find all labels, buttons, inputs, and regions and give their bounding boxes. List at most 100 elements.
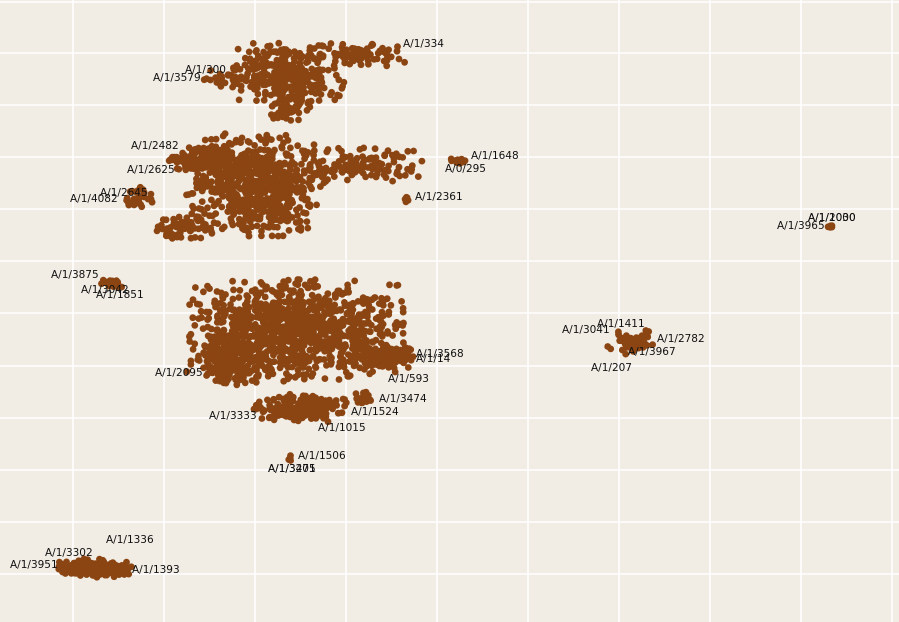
data-point-2338 (345, 373, 353, 380)
data-point-428 (216, 70, 224, 78)
data-point-153 (336, 92, 343, 100)
data-point-2424 (321, 331, 329, 339)
data-point-227 (254, 90, 262, 98)
data-point-2877 (207, 364, 215, 372)
data-point-1158 (271, 208, 279, 216)
data-point-2418 (347, 311, 354, 318)
data-point-2401 (285, 311, 292, 319)
data-point-2474 (344, 281, 351, 289)
data-point-420 (237, 73, 245, 81)
data-point-1740 (335, 376, 343, 383)
data-point-1105 (292, 167, 300, 175)
data-point-1182 (282, 216, 290, 224)
data-point-2415 (235, 294, 243, 301)
data-point-2507 (305, 365, 313, 373)
data-point-1402 (359, 169, 367, 177)
data-point-429 (229, 75, 237, 82)
data-point-3427 (644, 333, 652, 341)
data-point-2495 (392, 323, 400, 330)
data-point-3060 (292, 404, 300, 412)
data-point-2863 (202, 343, 209, 351)
data-point-2807 (213, 333, 220, 341)
point-label-33: A/1/3302 (45, 547, 93, 559)
data-point-2181 (256, 344, 264, 351)
data-point-489 (273, 99, 281, 107)
data-point-459 (262, 88, 269, 96)
data-point-778 (285, 227, 293, 234)
point-label-15: A/1/1851 (96, 289, 144, 301)
data-point-2209 (385, 311, 393, 318)
data-point-1397 (300, 167, 308, 175)
data-point-3078 (300, 396, 308, 404)
data-point-1860 (187, 330, 195, 338)
data-point-308 (315, 86, 322, 93)
data-point-2623 (358, 352, 366, 359)
data-point-1442 (335, 158, 343, 165)
data-point-1419 (332, 163, 340, 171)
data-point-1144 (302, 196, 309, 203)
data-point-2449 (350, 319, 357, 327)
data-point-2437 (314, 314, 322, 321)
point-label-26: A/1/1524 (351, 406, 399, 418)
data-point-3371 (129, 187, 136, 195)
data-point-1164 (250, 154, 258, 161)
data-point-1014 (188, 210, 196, 218)
data-point-2412 (269, 325, 276, 333)
point-labels: A/1/334A/1/300A/1/3579A/1/2482A/1/1648A/… (10, 38, 856, 576)
data-point-2115 (300, 298, 307, 306)
data-point-1373 (414, 173, 422, 181)
data-point-2579 (390, 364, 398, 372)
data-point-1016 (224, 177, 232, 185)
data-point-1408 (376, 166, 384, 173)
data-point-2126 (291, 373, 299, 381)
data-point-319 (325, 45, 333, 53)
data-point-1453 (183, 214, 191, 222)
data-point-1383 (322, 165, 330, 172)
data-point-2447 (328, 336, 336, 343)
data-point-3039 (250, 405, 258, 413)
data-point-1449 (410, 147, 417, 155)
data-point-1120 (208, 188, 216, 196)
data-point-2502 (333, 328, 341, 336)
data-point-370 (365, 60, 372, 68)
data-point-115 (260, 96, 268, 104)
data-point-3076 (267, 406, 275, 414)
data-point-1162 (244, 204, 251, 212)
data-point-1167 (258, 158, 266, 166)
data-point-2313 (183, 368, 191, 376)
data-point-1086 (188, 190, 196, 197)
point-label-18: A/1/2782 (657, 333, 705, 345)
data-point-3423 (643, 342, 651, 349)
point-label-21: A/1/14 (416, 353, 451, 365)
data-point-411 (207, 67, 215, 74)
data-point-1130 (202, 174, 210, 181)
data-point-2443 (356, 364, 364, 372)
point-label-3: A/1/2482 (131, 140, 179, 152)
data-point-2480 (268, 331, 276, 339)
data-point-1929 (204, 282, 211, 290)
data-point-2459 (358, 311, 366, 318)
data-point-1275 (217, 159, 225, 167)
data-point-1025 (260, 167, 268, 175)
data-point-3340 (98, 280, 105, 288)
data-point-2372 (291, 298, 299, 305)
data-point-2869 (240, 370, 248, 377)
point-label-19: A/1/3967 (628, 346, 676, 358)
data-point-1504 (153, 227, 161, 235)
data-point-2436 (331, 293, 339, 301)
data-point-2381 (303, 321, 311, 329)
data-point-1055 (302, 209, 310, 217)
data-point-1319 (207, 149, 215, 156)
data-point-299 (312, 72, 320, 79)
data-point-3366 (137, 184, 145, 192)
data-point-3319 (69, 567, 77, 575)
data-point-3044 (274, 402, 281, 410)
data-point-2497 (230, 322, 237, 329)
data-point-2288 (377, 318, 385, 325)
data-point-2984 (334, 409, 342, 417)
data-point-1127 (274, 192, 282, 200)
data-point-1492 (170, 215, 178, 223)
data-point-3104 (353, 395, 361, 403)
